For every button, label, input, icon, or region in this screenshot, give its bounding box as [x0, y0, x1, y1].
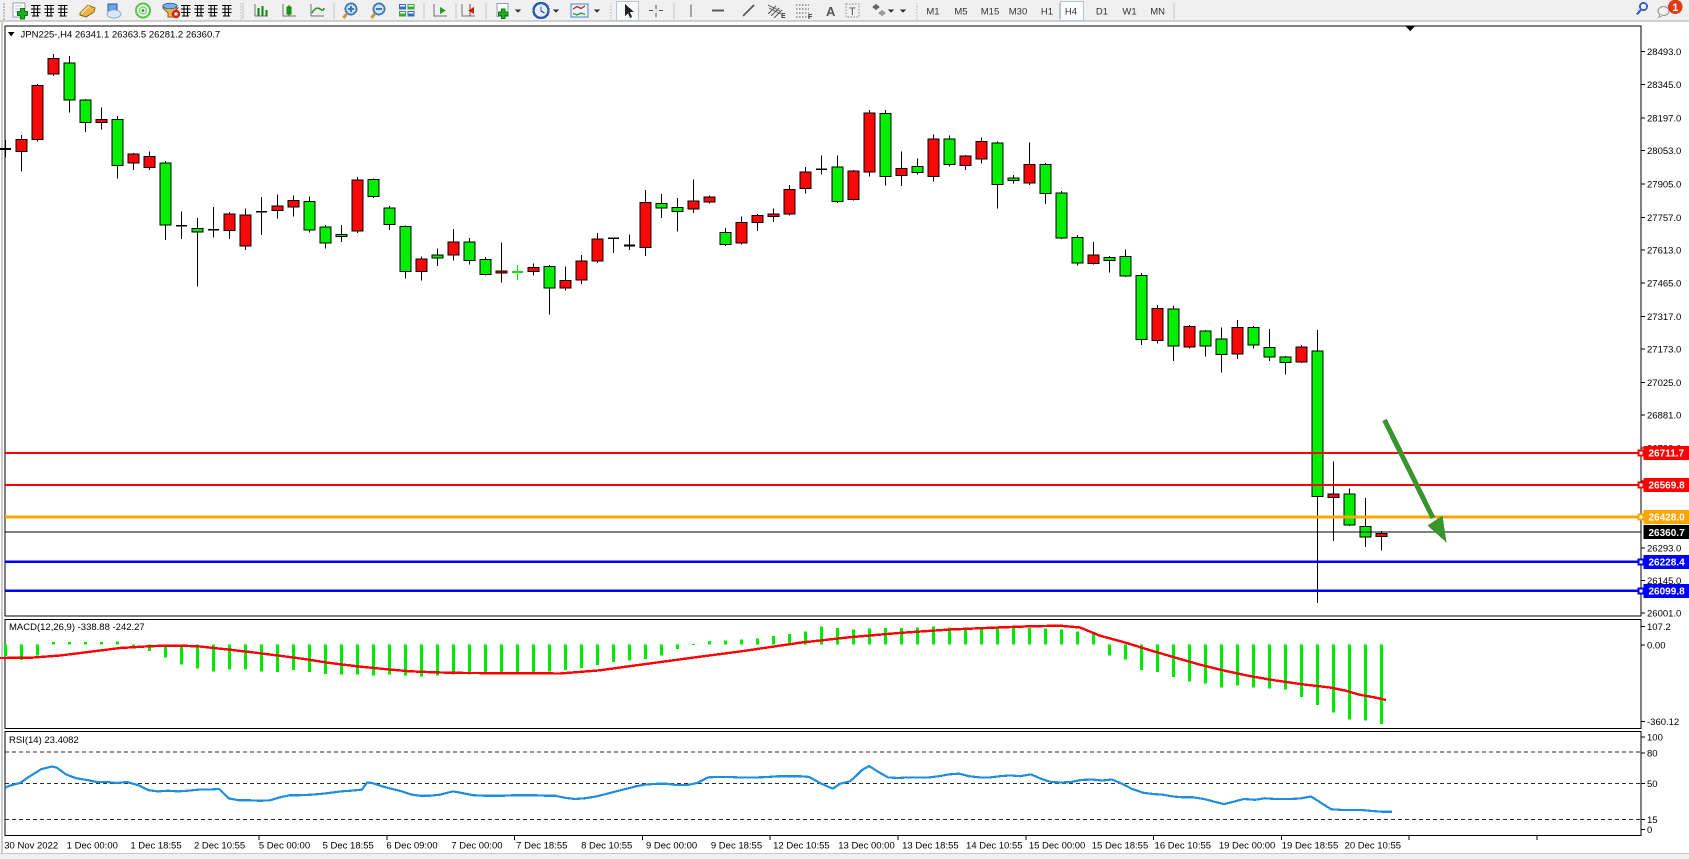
svg-text:7 Dec 18:55: 7 Dec 18:55 [516, 841, 567, 852]
svg-text:15 Dec 18:55: 15 Dec 18:55 [1092, 841, 1149, 852]
svg-text:M1: M1 [926, 7, 939, 18]
svg-text:107.2: 107.2 [1647, 622, 1671, 633]
svg-text:28493.0: 28493.0 [1647, 47, 1681, 58]
svg-text:1 Dec 00:00: 1 Dec 00:00 [67, 841, 118, 852]
svg-text:-360.12: -360.12 [1647, 717, 1679, 728]
svg-text:100: 100 [1647, 733, 1663, 744]
svg-text:7 Dec 00:00: 7 Dec 00:00 [451, 841, 502, 852]
svg-text:19 Dec 00:00: 19 Dec 00:00 [1219, 841, 1276, 852]
svg-text:26099.8: 26099.8 [1649, 587, 1686, 598]
svg-text:28197.0: 28197.0 [1647, 114, 1681, 125]
svg-text:26228.4: 26228.4 [1649, 558, 1686, 569]
svg-text:26569.8: 26569.8 [1649, 481, 1686, 492]
svg-text:D1: D1 [1096, 7, 1108, 18]
svg-text:26881.0: 26881.0 [1647, 410, 1681, 421]
svg-text:26001.0: 26001.0 [1647, 609, 1681, 620]
svg-text:19 Dec 18:55: 19 Dec 18:55 [1282, 841, 1339, 852]
svg-text:6 Dec 09:00: 6 Dec 09:00 [386, 841, 437, 852]
svg-text:MACD(12,26,9) -338.88 -242.27: MACD(12,26,9) -338.88 -242.27 [9, 622, 145, 633]
svg-text:26145.0: 26145.0 [1647, 576, 1681, 587]
svg-text:13 Dec 18:55: 13 Dec 18:55 [902, 841, 959, 852]
svg-text:27905.0: 27905.0 [1647, 179, 1681, 190]
svg-text:16 Dec 10:55: 16 Dec 10:55 [1155, 841, 1212, 852]
svg-text:26711.7: 26711.7 [1649, 449, 1685, 460]
svg-text:27757.0: 27757.0 [1647, 213, 1681, 224]
svg-text:H4: H4 [1065, 7, 1077, 18]
svg-text:26293.0: 26293.0 [1647, 543, 1681, 554]
svg-text:30 Nov 2022: 30 Nov 2022 [4, 841, 58, 852]
svg-text:50: 50 [1647, 779, 1658, 790]
svg-text:8 Dec 10:55: 8 Dec 10:55 [581, 841, 632, 852]
svg-text:M30: M30 [1009, 7, 1027, 18]
svg-text:9 Dec 00:00: 9 Dec 00:00 [646, 841, 697, 852]
svg-text:27025.0: 27025.0 [1647, 378, 1681, 389]
svg-text:26360.7: 26360.7 [1649, 528, 1686, 539]
svg-text:W1: W1 [1122, 7, 1136, 18]
svg-text:JPN225-,H4 26341.1 26363.5 26: JPN225-,H4 26341.1 26363.5 26281.2 26360… [21, 29, 221, 40]
svg-text:T: T [849, 6, 856, 18]
svg-text:M5: M5 [954, 7, 967, 18]
svg-text:5 Dec 18:55: 5 Dec 18:55 [323, 841, 374, 852]
svg-text:9 Dec 18:55: 9 Dec 18:55 [711, 841, 762, 852]
svg-text:28345.0: 28345.0 [1647, 80, 1681, 91]
svg-text:15: 15 [1647, 815, 1658, 826]
svg-text:14 Dec 10:55: 14 Dec 10:55 [966, 841, 1023, 852]
svg-text:MN: MN [1150, 7, 1165, 18]
svg-text:0.00: 0.00 [1647, 640, 1666, 651]
svg-text:27317.0: 27317.0 [1647, 312, 1681, 323]
svg-text:2 Dec 10:55: 2 Dec 10:55 [194, 841, 245, 852]
svg-text:E: E [781, 13, 786, 20]
svg-text:F: F [808, 14, 813, 21]
svg-text:27613.0: 27613.0 [1647, 245, 1681, 256]
svg-text:80: 80 [1647, 748, 1658, 759]
svg-text:12 Dec 10:55: 12 Dec 10:55 [773, 841, 830, 852]
svg-text:13 Dec 00:00: 13 Dec 00:00 [838, 841, 895, 852]
svg-text:26428.0: 26428.0 [1649, 513, 1686, 524]
svg-text:0: 0 [1647, 825, 1652, 836]
svg-text:28053.0: 28053.0 [1647, 146, 1681, 157]
svg-text:27465.0: 27465.0 [1647, 279, 1681, 290]
svg-text:1: 1 [1672, 2, 1678, 14]
svg-text:5 Dec 00:00: 5 Dec 00:00 [259, 841, 310, 852]
svg-text:RSI(14) 23.4082: RSI(14) 23.4082 [9, 735, 79, 746]
svg-text:15 Dec 00:00: 15 Dec 00:00 [1029, 841, 1086, 852]
svg-text:20 Dec 10:55: 20 Dec 10:55 [1345, 841, 1402, 852]
svg-text:1 Dec 18:55: 1 Dec 18:55 [130, 841, 181, 852]
svg-text:M15: M15 [981, 7, 999, 18]
svg-text:H1: H1 [1041, 7, 1053, 18]
svg-text:27173.0: 27173.0 [1647, 345, 1681, 356]
svg-text:A: A [826, 4, 836, 19]
